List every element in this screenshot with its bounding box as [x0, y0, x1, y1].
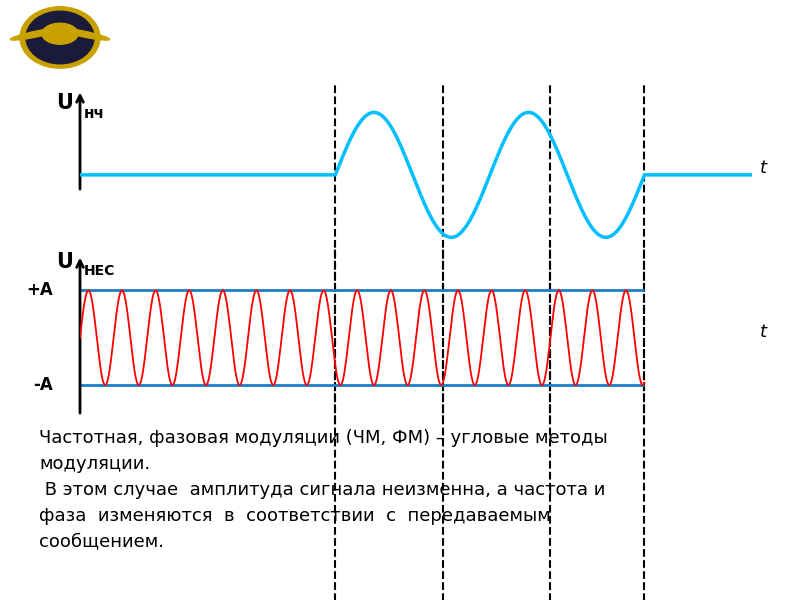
Text: Частотная, фазовая модуляции (ЧМ, ФМ) – угловые методы
модуляции.
 В этом случае: Частотная, фазовая модуляции (ЧМ, ФМ) – …: [39, 430, 608, 550]
Ellipse shape: [10, 28, 65, 40]
Text: +A: +A: [26, 281, 53, 299]
Text: $t$: $t$: [758, 159, 768, 177]
Text: НЕС: НЕС: [83, 265, 114, 278]
Text: $t$: $t$: [758, 323, 768, 341]
Text: УГЛОВАЯ   МОДУЛЯЦИЯ: УГЛОВАЯ МОДУЛЯЦИЯ: [245, 23, 635, 52]
Text: $\mathbf{U}$: $\mathbf{U}$: [56, 92, 74, 113]
Text: $\mathbf{U}$: $\mathbf{U}$: [56, 253, 74, 272]
Ellipse shape: [26, 11, 94, 64]
Ellipse shape: [20, 7, 100, 68]
Text: нч: нч: [83, 106, 104, 121]
Text: -A: -A: [34, 376, 53, 394]
Ellipse shape: [42, 23, 78, 44]
Ellipse shape: [55, 28, 110, 40]
